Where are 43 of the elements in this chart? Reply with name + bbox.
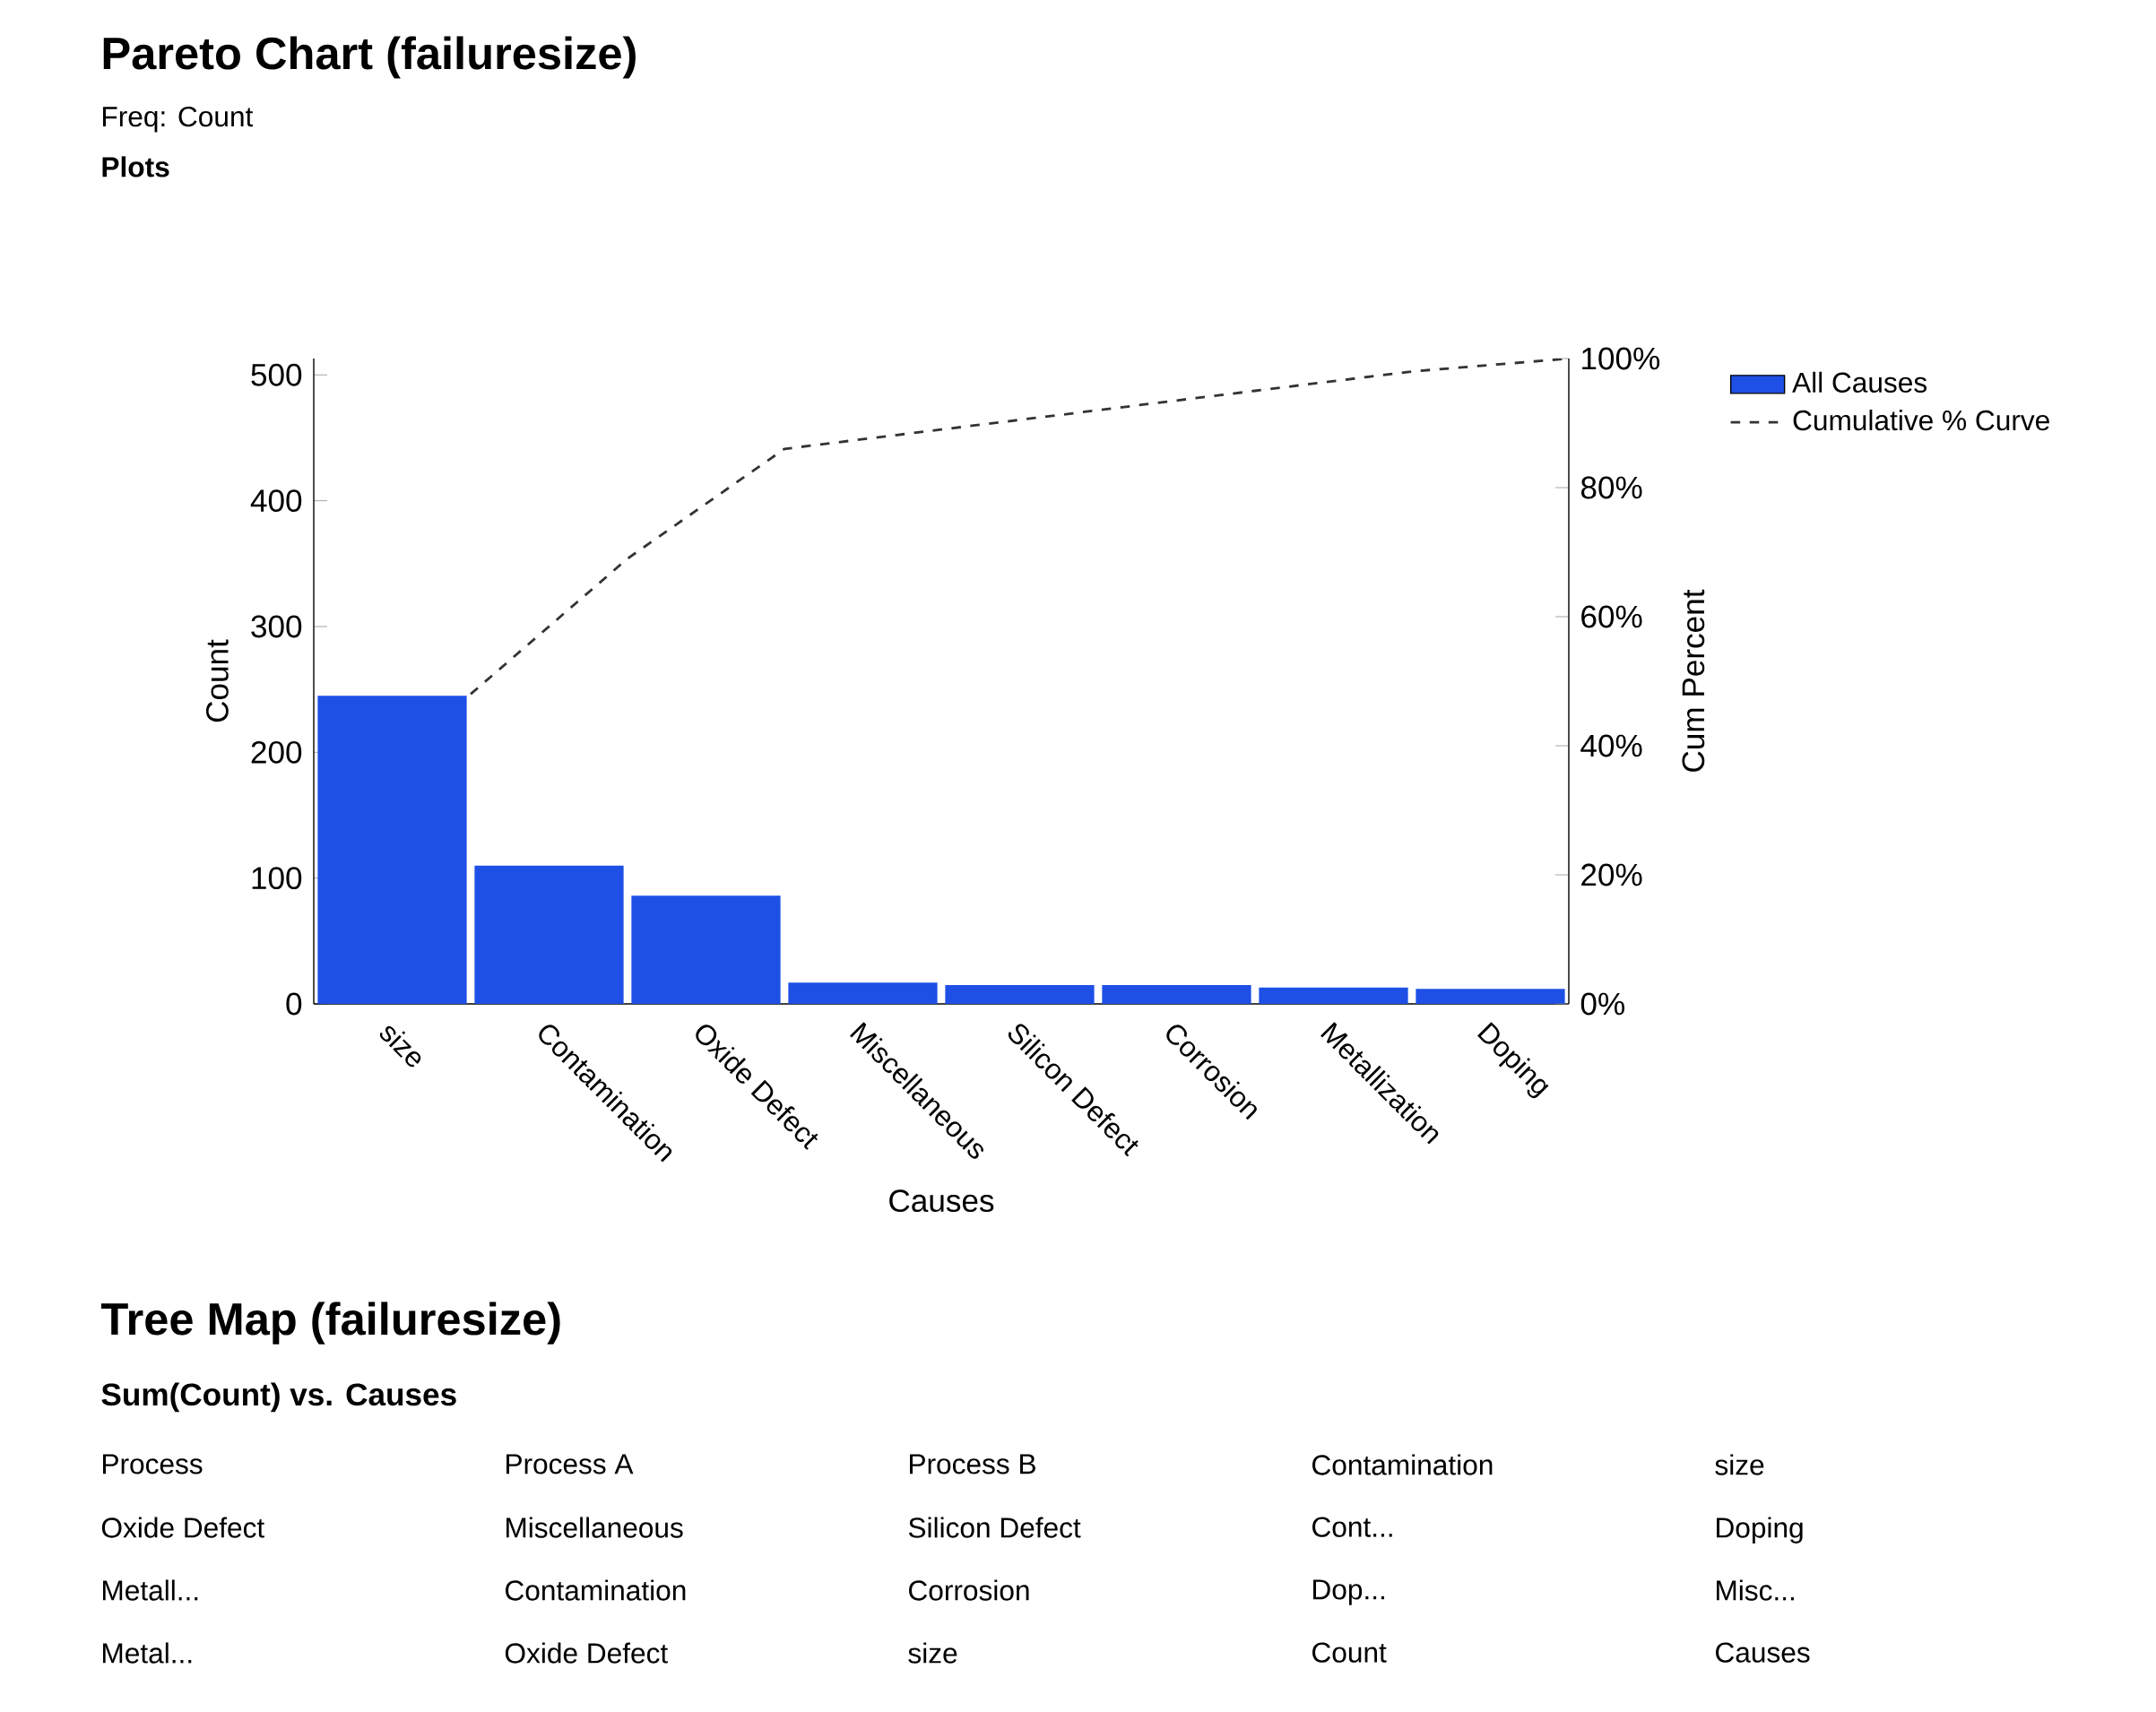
text: Miscellaneous xyxy=(507,1517,683,1538)
text: Count xyxy=(1312,1642,1387,1663)
text: Process A xyxy=(507,1454,634,1474)
text: Silicon Defect xyxy=(908,1517,1081,1538)
y2-tick-label: 80% xyxy=(1580,476,1642,499)
y-tick-label: 100 xyxy=(252,867,302,890)
text: Metall... xyxy=(103,1579,198,1601)
x-axis-title: Causes xyxy=(889,1189,994,1213)
text: Plots xyxy=(102,156,169,177)
text: Process B xyxy=(910,1454,1035,1474)
text: Causes xyxy=(1716,1642,1810,1663)
text: size xyxy=(1715,1454,1764,1475)
y2-tick-label: 40% xyxy=(1580,734,1642,757)
text: Oxide Defect xyxy=(101,1517,264,1538)
text: size xyxy=(908,1642,957,1664)
y-tick-label: 400 xyxy=(250,489,302,513)
text: Contamination xyxy=(506,1579,686,1601)
y-tick-label: 500 xyxy=(251,363,302,386)
y-tick-label: 0 xyxy=(286,992,302,1016)
x-tick-label: size xyxy=(379,1025,421,1068)
chart-title: Pareto Chart (failuresize) xyxy=(103,36,636,79)
y2-tick-label: 20% xyxy=(1581,863,1642,886)
text: Cont... xyxy=(1312,1517,1392,1537)
text: Process xyxy=(103,1454,203,1474)
text: Oxide Defect xyxy=(505,1642,668,1664)
text: Tree Map (failuresize) xyxy=(100,1301,560,1345)
text: Corrosion xyxy=(909,1579,1029,1601)
text: Sum(Count) vs. Causes xyxy=(101,1382,456,1413)
text: Misc... xyxy=(1717,1579,1794,1601)
legend-label: All Causes xyxy=(1792,371,1927,393)
text: Metal... xyxy=(103,1642,192,1664)
y-axis-title: Count xyxy=(205,639,229,722)
text: Contamination xyxy=(1312,1454,1493,1475)
text: Dop... xyxy=(1313,1579,1384,1605)
y2-tick-label: 60% xyxy=(1581,605,1642,628)
y2-axis-title: Cum Percent xyxy=(1682,589,1705,772)
y-tick-label: 300 xyxy=(251,615,302,638)
legend-label: Cumulative % Curve xyxy=(1793,410,2049,431)
y-tick-label: 200 xyxy=(251,740,302,764)
y2-tick-label: 100% xyxy=(1582,347,1660,370)
chart-subtitle: Freq: Count xyxy=(103,106,254,133)
text: Doping xyxy=(1717,1517,1803,1543)
y2-tick-label: 0% xyxy=(1580,992,1624,1016)
